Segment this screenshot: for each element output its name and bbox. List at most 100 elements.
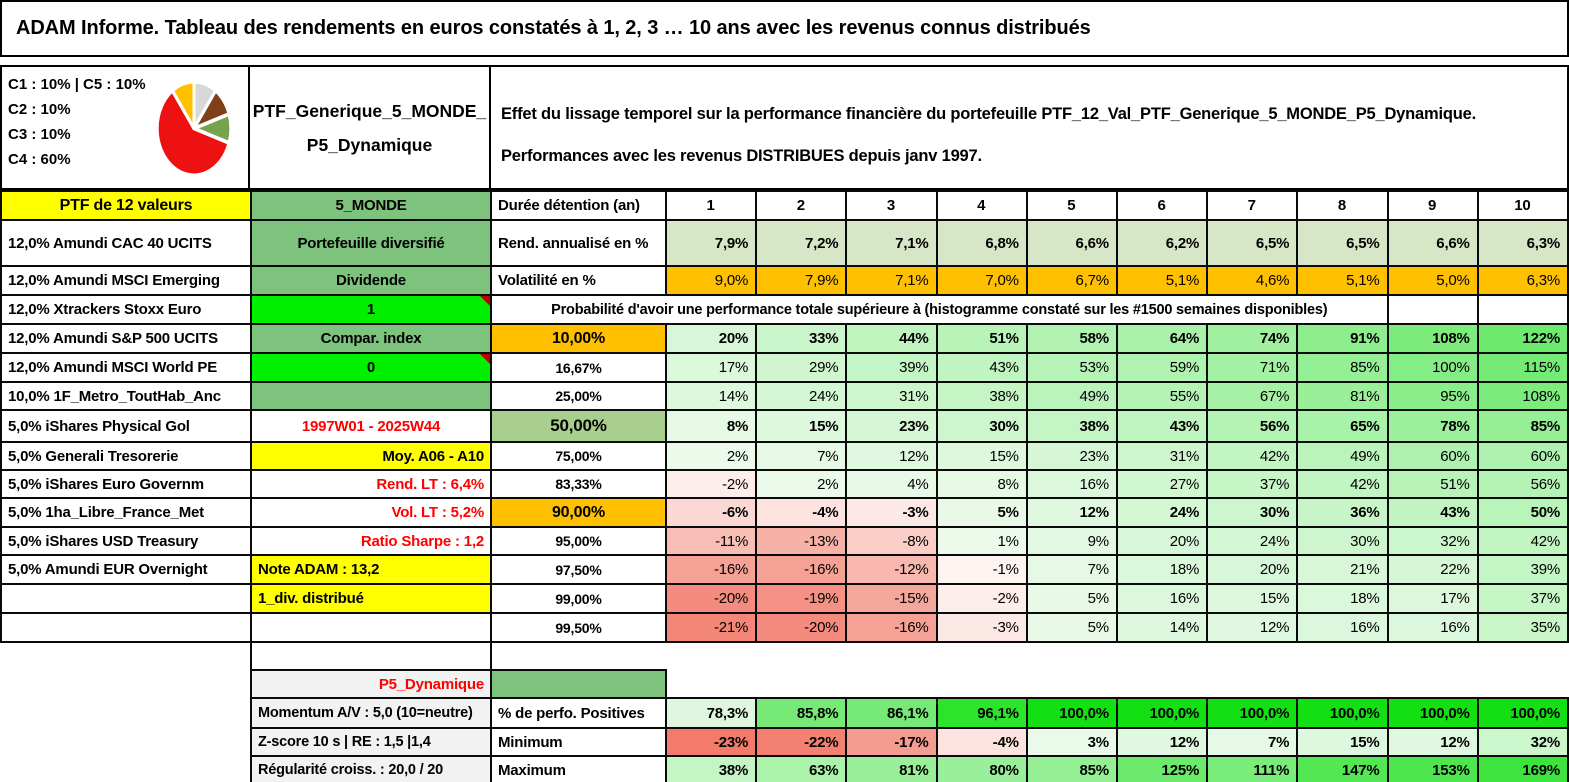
value-cell: 39% bbox=[1476, 554, 1569, 585]
row-label-cell: 25,00% bbox=[490, 381, 667, 411]
value-cell: -4% bbox=[935, 727, 1028, 757]
table-row: 5,0% iShares USD Treasury Ratio Sharpe : … bbox=[0, 526, 1569, 556]
value-cell: 43% bbox=[1115, 409, 1209, 443]
value-cell: 8% bbox=[935, 469, 1028, 499]
value-cell: 20% bbox=[664, 323, 758, 354]
value-cell: 53% bbox=[1025, 352, 1118, 383]
asset-cell bbox=[0, 612, 252, 643]
returns-table-body: PTF de 12 valeurs 5_MONDE Durée détention … bbox=[0, 190, 1569, 782]
value-cell: 51% bbox=[1386, 469, 1479, 499]
value-cell: 56% bbox=[1206, 409, 1299, 443]
value-cell: -20% bbox=[664, 583, 758, 614]
value-cell: 23% bbox=[1025, 441, 1118, 471]
value-cell: 122% bbox=[1476, 323, 1569, 354]
value-cell: 24% bbox=[1115, 497, 1209, 528]
table-row: 12,0% Amundi S&P 500 UCITS Compar. index 1… bbox=[0, 323, 1569, 354]
value-cell: 95% bbox=[1386, 381, 1479, 411]
portfolio-name-cell: PTF_Generique_5_MONDE_ P5_Dynamique bbox=[250, 65, 491, 190]
value-cell: 24% bbox=[755, 381, 848, 411]
value-cell: 7% bbox=[755, 441, 848, 471]
asset-cell bbox=[0, 583, 252, 614]
value-cell: 153% bbox=[1386, 755, 1479, 782]
table-row: Z-score 10 s | RE : 1,5 |1,4 Minimum -23% -… bbox=[1, 727, 1569, 757]
param-cell: Vol. LT : 5,2% bbox=[250, 497, 492, 528]
allocation-line: C1 : 10% | C5 : 10% bbox=[8, 76, 146, 93]
value-cell: 63% bbox=[755, 755, 848, 782]
allocation-line: C4 : 60% bbox=[8, 151, 71, 168]
param-cell: Portefeuille diversifié bbox=[250, 219, 492, 267]
row-label-cell: 95,00% bbox=[490, 526, 667, 556]
value-cell: -2% bbox=[664, 469, 758, 499]
value-cell: 8 bbox=[1296, 190, 1389, 221]
value-cell: 15% bbox=[755, 409, 848, 443]
value-cell: 32% bbox=[1476, 727, 1569, 757]
value-cell: 30% bbox=[1296, 526, 1389, 556]
value-cell: 38% bbox=[664, 755, 758, 782]
table-row bbox=[1, 641, 1568, 671]
value-cell: 85% bbox=[1476, 409, 1569, 443]
param-cell: Régularité croiss. : 20,0 / 20 bbox=[250, 755, 492, 782]
empty-cell bbox=[1387, 670, 1478, 698]
value-cell: -3% bbox=[935, 612, 1028, 643]
value-cell: 12% bbox=[1025, 497, 1118, 528]
value-cell: 15% bbox=[1206, 583, 1299, 614]
empty-cell bbox=[1207, 670, 1298, 698]
value-cell: 108% bbox=[1476, 381, 1569, 411]
value-cell: 100,0% bbox=[1386, 697, 1479, 729]
value-cell: 169% bbox=[1476, 755, 1569, 782]
value-cell: 17% bbox=[664, 352, 758, 383]
asset-cell: 5,0% iShares USD Treasury bbox=[0, 526, 252, 556]
asset-cell: 12,0% Amundi S&P 500 UCITS bbox=[0, 323, 252, 354]
value-cell: 67% bbox=[1206, 381, 1299, 411]
value-cell: 12% bbox=[1206, 612, 1299, 643]
row-label-cell: 50,00% bbox=[490, 409, 667, 443]
asset-cell: 5,0% 1ha_Libre_France_Met bbox=[0, 497, 252, 528]
param-cell: 1997W01 - 2025W44 bbox=[250, 409, 492, 443]
empty-cell bbox=[1387, 642, 1478, 670]
value-cell: 78,3% bbox=[664, 697, 758, 729]
value-cell: 85,8% bbox=[755, 697, 848, 729]
portfolio-pie-chart bbox=[148, 70, 240, 195]
row-label-cell: Minimum bbox=[490, 727, 667, 757]
value-cell: 43% bbox=[1386, 497, 1479, 528]
value-cell: -21% bbox=[664, 612, 758, 643]
row-label-cell: 99,00% bbox=[490, 583, 667, 614]
value-cell: -16% bbox=[664, 554, 758, 585]
value-cell: 100,0% bbox=[1476, 697, 1569, 729]
value-cell: 91% bbox=[1296, 323, 1389, 354]
value-cell: 37% bbox=[1206, 469, 1299, 499]
param-cell: Z-score 10 s | RE : 1,5 |1,4 bbox=[250, 727, 492, 757]
value-cell: 3 bbox=[845, 190, 938, 221]
value-cell: 4,6% bbox=[1206, 265, 1299, 296]
row-label-cell bbox=[490, 669, 667, 699]
value-cell: 42% bbox=[1206, 441, 1299, 471]
table-row: 5,0% iShares Euro Governm Rend. LT : 6,4%… bbox=[0, 469, 1569, 499]
empty-cell bbox=[1116, 642, 1208, 670]
asset-cell: 5,0% iShares Euro Governm bbox=[0, 469, 252, 499]
param-cell: Moy. A06 - A10 bbox=[250, 441, 492, 471]
description-cell: Effet du lissage temporel sur la perform… bbox=[491, 65, 1569, 190]
value-cell: 35% bbox=[1476, 612, 1569, 643]
value-cell: 32% bbox=[1386, 526, 1479, 556]
table-row: 12,0% Xtrackers Stoxx Euro 1 Probabilité d… bbox=[0, 294, 1569, 325]
value-cell: 100,0% bbox=[1115, 697, 1209, 729]
value-cell: 20% bbox=[1115, 526, 1209, 556]
empty-cell bbox=[846, 670, 937, 698]
asset-cell: PTF de 12 valeurs bbox=[0, 190, 252, 221]
value-cell: 5,1% bbox=[1296, 265, 1389, 296]
value-cell: 100% bbox=[1386, 352, 1479, 383]
value-cell: 2% bbox=[664, 441, 758, 471]
row-label-cell: 90,00% bbox=[490, 497, 667, 528]
value-cell: 85% bbox=[1025, 755, 1118, 782]
value-cell: 10 bbox=[1476, 190, 1569, 221]
empty-cell bbox=[756, 670, 847, 698]
empty-cell bbox=[666, 670, 757, 698]
value-cell: 60% bbox=[1386, 441, 1479, 471]
table-row: 5,0% 1ha_Libre_France_Met Vol. LT : 5,2% 9… bbox=[0, 497, 1569, 528]
value-cell: 7% bbox=[1206, 727, 1299, 757]
row-label-cell: Volatilité en % bbox=[490, 265, 667, 296]
allocation-line: C3 : 10% bbox=[8, 126, 71, 143]
empty-cell bbox=[756, 642, 847, 670]
value-cell: 59% bbox=[1115, 352, 1209, 383]
value-cell: 15% bbox=[1296, 727, 1389, 757]
